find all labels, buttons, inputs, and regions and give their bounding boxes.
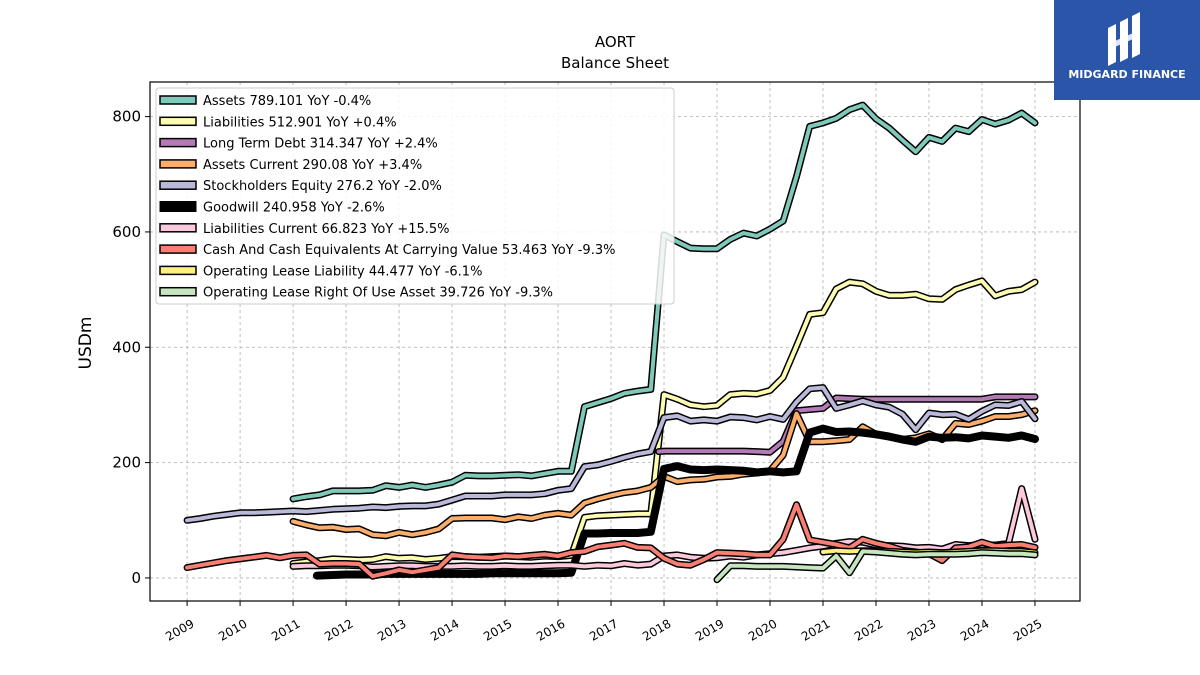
- x-tick-label: 2025: [1011, 616, 1044, 643]
- brand-logo: MIDGARD FINANCE: [1054, 0, 1200, 100]
- legend-swatch: [159, 95, 197, 105]
- legend-label: Stockholders Equity 276.2 YoY -2.0%: [203, 179, 442, 194]
- legend-swatch: [159, 137, 197, 148]
- x-tick-label: 2019: [693, 616, 726, 643]
- legend-label: Assets 789.101 YoY -0.4%: [203, 94, 371, 109]
- x-tick-label: 2023: [905, 616, 938, 643]
- chart-subtitle: Balance Sheet: [561, 54, 669, 72]
- legend-swatch: [159, 180, 197, 190]
- legend-label: Long Term Debt 314.347 YoY +2.4%: [203, 137, 438, 152]
- x-tick-label: 2012: [322, 616, 355, 643]
- legend-swatch: [159, 223, 197, 233]
- chart-title: AORT: [595, 33, 636, 51]
- x-tick-label: 2022: [852, 616, 885, 643]
- series-line-2: [656, 394, 1037, 455]
- x-tick-label: 2013: [375, 616, 408, 643]
- x-tick-label: 2014: [428, 616, 461, 643]
- legend-swatch: [159, 201, 197, 212]
- logo-mark-icon: [1108, 12, 1140, 66]
- y-tick-label: 200: [112, 454, 141, 472]
- legend-label: Operating Lease Liability 44.477 YoY -6.…: [203, 264, 482, 279]
- x-tick-label: 2010: [216, 616, 249, 643]
- x-tick-label: 2017: [587, 616, 620, 643]
- series-line-1: [291, 278, 1037, 566]
- x-tick-label: 2018: [640, 616, 673, 643]
- legend-label: Cash And Cash Equivalents At Carrying Va…: [203, 243, 615, 258]
- legend-label: Liabilities Current 66.823 YoY +15.5%: [203, 222, 450, 237]
- series-line-4: [185, 385, 1037, 523]
- y-axis-label: USDm: [76, 317, 96, 370]
- plot-frame: [149, 81, 1081, 602]
- legend-label: Operating Lease Right Of Use Asset 39.72…: [203, 286, 553, 301]
- x-tick-label: 2020: [746, 616, 779, 643]
- x-tick-label: 2024: [958, 616, 991, 643]
- x-tick-label: 2015: [481, 616, 514, 643]
- legend: Assets 789.101 YoY -0.4% Liabilities 512.…: [155, 87, 675, 305]
- y-tick-label: 400: [112, 338, 141, 356]
- y-tick-label: 800: [112, 108, 141, 126]
- legend-label: Liabilities 512.901 YoY +0.4%: [203, 115, 397, 130]
- x-tick-label: 2021: [799, 616, 832, 643]
- legend-swatch: [159, 159, 197, 169]
- logo-text: MIDGARD FINANCE: [1068, 68, 1186, 81]
- series-line-9: [715, 549, 1037, 582]
- legend-label: Goodwill 240.958 YoY -2.6%: [203, 201, 385, 216]
- y-tick-label: 600: [112, 223, 141, 241]
- series-line-7: [185, 502, 1037, 579]
- x-tick-label: 2011: [269, 616, 302, 643]
- x-axis: 2009 2010 2011 2012 2013 2014 2015 2016 2017 2018…: [163, 601, 1044, 644]
- x-tick-label: 2009: [163, 616, 196, 643]
- series-line-5: [312, 424, 1039, 580]
- y-tick-label: 0: [131, 569, 141, 587]
- legend-label: Assets Current 290.08 YoY +3.4%: [203, 158, 422, 173]
- legend-box: [155, 87, 675, 305]
- x-tick-label: 2016: [534, 616, 567, 643]
- legend-swatch: [159, 244, 197, 254]
- legend-swatch: [159, 265, 197, 276]
- legend-swatch: [159, 116, 197, 127]
- legend-swatch: [159, 286, 197, 297]
- y-axis: 0 200 400 600 800: [112, 108, 150, 587]
